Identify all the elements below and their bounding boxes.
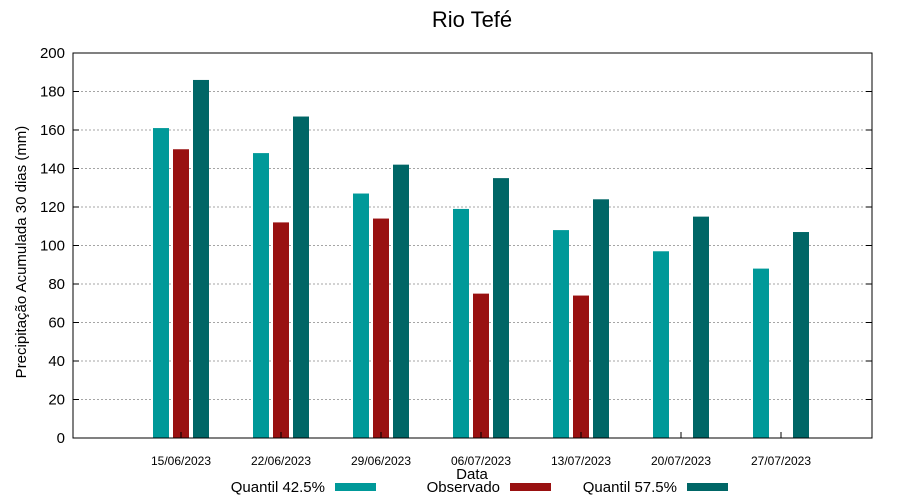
y-tick-label: 100 <box>40 238 65 255</box>
bar-quantil-42-5 <box>153 128 169 438</box>
bar-quantil-57-5 <box>393 164 409 438</box>
bar-quantil-42-5 <box>253 153 269 438</box>
bar-observado <box>273 222 289 438</box>
y-tick-label: 80 <box>48 276 65 293</box>
plot-area-frame <box>72 52 873 439</box>
bar-observado <box>373 218 389 438</box>
bar-observado <box>173 149 189 438</box>
bar-quantil-57-5 <box>293 116 309 439</box>
y-tick-label: 40 <box>48 353 65 370</box>
y-tick-label: 160 <box>40 122 65 139</box>
x-axis-ticks: 15/06/2023 22/06/2023 29/06/2023 06/07/2023… <box>151 432 811 468</box>
y-tick-label: 180 <box>40 84 65 101</box>
bar-quantil-57-5 <box>693 216 709 438</box>
y-tick-label: 140 <box>40 161 65 178</box>
bar-quantil-57-5 <box>593 199 609 438</box>
chart-title: Rio Tefé <box>432 7 512 32</box>
bar-quantil-42-5 <box>753 268 769 438</box>
legend-label: Quantil 57.5% <box>583 479 677 496</box>
bar-quantil-57-5 <box>793 232 809 438</box>
x-tick-label: 06/07/2023 <box>451 454 511 468</box>
bars-group <box>153 79 809 439</box>
x-tick-label: 20/07/2023 <box>651 454 711 468</box>
bar-quantil-42-5 <box>653 251 669 438</box>
y-tick-label: 20 <box>48 392 65 409</box>
bar-quantil-42-5 <box>353 193 369 438</box>
y-tick-label: 120 <box>40 199 65 216</box>
legend-label: Observado <box>427 479 500 496</box>
gridlines <box>73 91 872 400</box>
y-tick-label: 0 <box>57 430 65 447</box>
y-axis-ticks: 0 20 40 60 80 100 120 140 160 180 200 <box>40 45 872 447</box>
bar-observado <box>573 295 589 438</box>
bar-quantil-57-5 <box>193 79 209 438</box>
bar-quantil-42-5 <box>553 230 569 438</box>
x-tick-label: 22/06/2023 <box>251 454 311 468</box>
legend-label: Quantil 42.5% <box>231 479 325 496</box>
bar-quantil-57-5 <box>493 178 509 438</box>
legend-swatch <box>510 483 551 491</box>
bar-quantil-42-5 <box>453 208 469 438</box>
bar-observado <box>473 293 489 438</box>
legend-swatch <box>687 483 728 491</box>
legend-swatch <box>335 483 376 491</box>
x-tick-label: 27/07/2023 <box>751 454 811 468</box>
y-tick-label: 200 <box>40 45 65 62</box>
y-axis-label: Precipitação Acumulada 30 dias (mm) <box>13 126 30 379</box>
x-tick-label: 13/07/2023 <box>551 454 611 468</box>
legend: Quantil 42.5% Observado Quantil 57.5% <box>231 479 728 496</box>
x-tick-label: 15/06/2023 <box>151 454 211 468</box>
x-axis-label: Data <box>456 466 488 483</box>
x-tick-label: 29/06/2023 <box>351 454 411 468</box>
y-tick-label: 60 <box>48 315 65 332</box>
